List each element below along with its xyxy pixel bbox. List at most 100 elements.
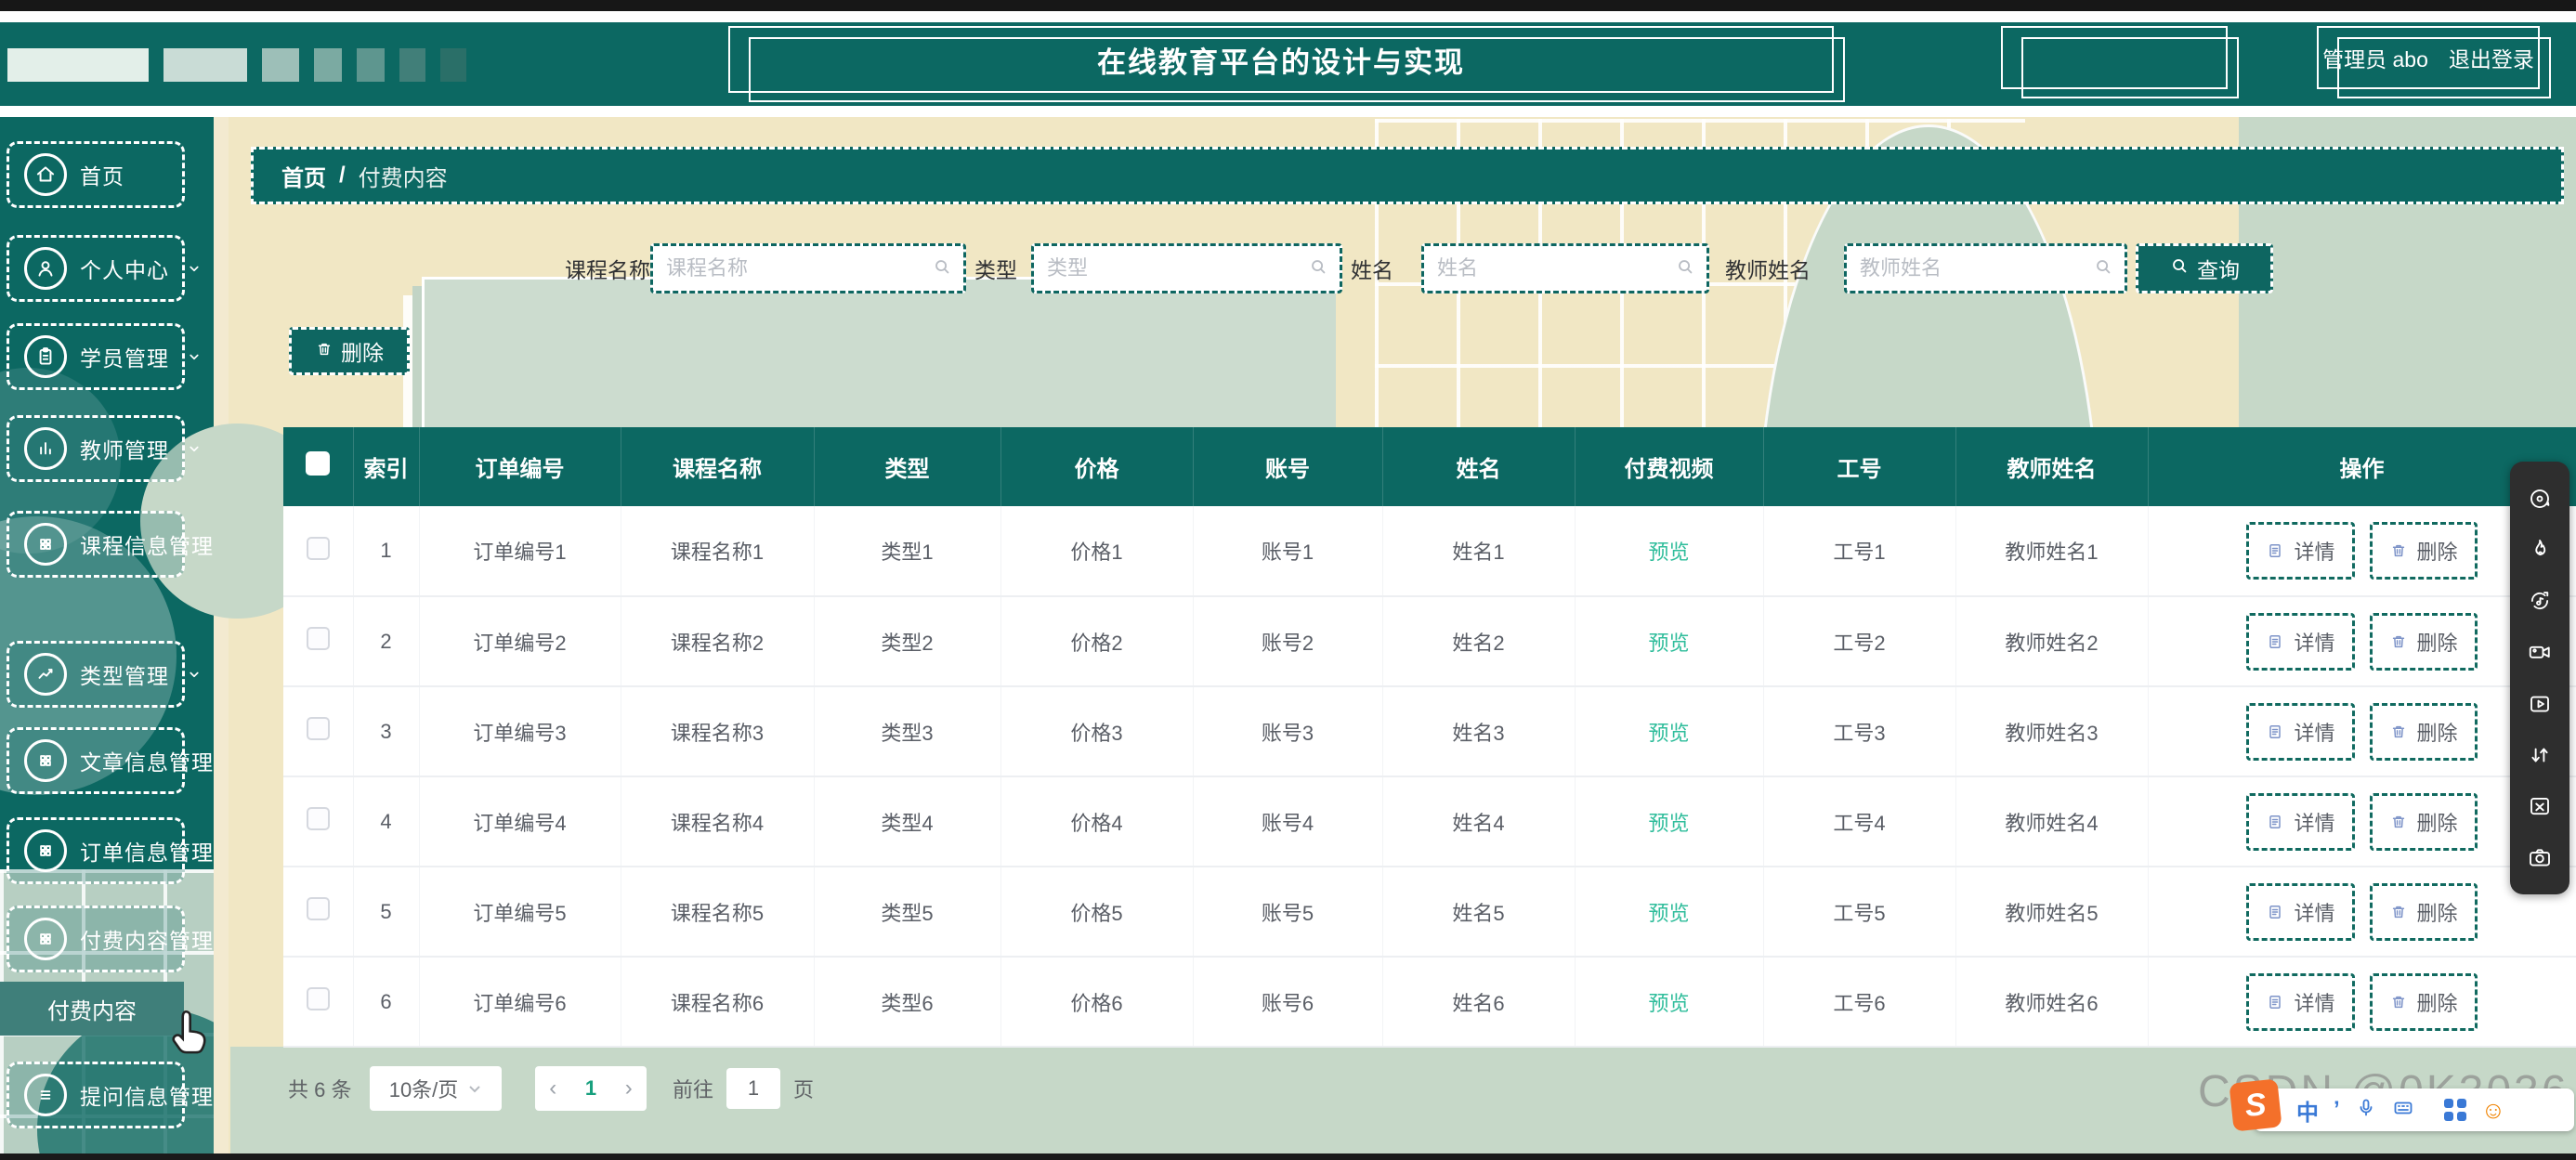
delete-button[interactable]: 删除	[289, 327, 410, 375]
sidebar-item-personal-center[interactable]: 个人中心	[7, 235, 199, 302]
grid-icon	[24, 829, 67, 872]
filter-input-0[interactable]	[650, 243, 966, 293]
row-checkbox[interactable]	[306, 807, 330, 830]
row-delete-button[interactable]: 删除	[2369, 882, 2478, 941]
column-header: 账号	[1193, 427, 1383, 506]
sidebar-item-label: 文章信息管理	[80, 750, 214, 775]
cell-course_name: 课程名称2	[621, 596, 815, 687]
filter-input-field-0[interactable]	[664, 255, 932, 281]
cell-price: 价格2	[1000, 596, 1194, 687]
sogou-logo[interactable]: S	[2229, 1078, 2282, 1132]
chevron-down-icon	[469, 1086, 481, 1093]
detail-button[interactable]: 详情	[2246, 522, 2355, 580]
filter-input-3[interactable]	[1844, 243, 2127, 293]
row-checkbox[interactable]	[306, 717, 330, 740]
preview-link[interactable]: 预览	[1648, 721, 1690, 745]
trash-icon	[315, 339, 333, 364]
logout-link[interactable]: 退出登录	[2448, 47, 2534, 72]
cell-name: 姓名3	[1382, 686, 1576, 777]
current-page[interactable]: 1	[584, 1076, 597, 1100]
loading-rect	[440, 48, 466, 82]
goto-page-input[interactable]: 1	[726, 1068, 781, 1109]
sidebar-subitem-paid-content[interactable]: 付费内容	[0, 982, 184, 1036]
pager: ‹ 1 ›	[535, 1066, 647, 1111]
prev-page-button[interactable]: ‹	[549, 1075, 557, 1101]
sidebar-item-order-info-mgmt[interactable]: 订单信息管理	[7, 817, 213, 884]
column-header: 索引	[353, 427, 420, 506]
page-unit-label: 页	[793, 1078, 815, 1101]
table-header: 索引 订单编号 课程名称 类型 价格 账号 姓名 付费视频 工号 教师姓名 操作	[283, 427, 2576, 506]
row-checkbox[interactable]	[306, 897, 330, 920]
search-button[interactable]: 查询	[2136, 243, 2273, 293]
detail-button[interactable]: 详情	[2246, 972, 2355, 1031]
sidebar-item-paid-content-mgmt[interactable]: 付费内容管理	[7, 906, 213, 972]
filter-input-1[interactable]	[1031, 243, 1342, 293]
video-camera-icon[interactable]	[2526, 638, 2554, 666]
sidebar-item-student-mgmt[interactable]: 学员管理	[7, 323, 199, 390]
punctuation[interactable]: ’	[2334, 1097, 2340, 1122]
admin-user-label: 管理员 abo	[2322, 47, 2428, 72]
preview-link[interactable]: 预览	[1648, 811, 1690, 835]
sidebar-item-article-info-mgmt[interactable]: 文章信息管理	[7, 727, 213, 794]
detail-button[interactable]: 详情	[2246, 612, 2355, 671]
music-loop-icon[interactable]	[2526, 587, 2554, 615]
table-body: 1 订单编号1 课程名称1 类型1 价格1 账号1 姓名1 预览 工号1 教师姓名1 详情 删除 2 订单…	[283, 506, 2576, 1048]
preview-link[interactable]: 预览	[1648, 901, 1690, 925]
sidebar-item-type-mgmt[interactable]: 类型管理	[7, 641, 199, 708]
filter-row: 查询 课程名称 类型 姓名 教师姓名	[229, 243, 2576, 293]
cell-video: 预览	[1575, 957, 1764, 1048]
preview-link[interactable]: 预览	[1648, 991, 1690, 1015]
row-checkbox[interactable]	[306, 627, 330, 650]
filter-input-2[interactable]	[1421, 243, 1709, 293]
row-delete-button[interactable]: 删除	[2369, 522, 2478, 580]
detail-button[interactable]: 详情	[2246, 792, 2355, 851]
detail-button[interactable]: 详情	[2246, 702, 2355, 761]
emoji-icon[interactable]: ☺	[2480, 1095, 2506, 1124]
cell-account: 账号3	[1193, 686, 1383, 777]
next-page-button[interactable]: ›	[624, 1075, 633, 1101]
flame-icon[interactable]	[2526, 536, 2554, 564]
filter-input-field-2[interactable]	[1435, 255, 1675, 281]
chevron-down-icon	[186, 666, 203, 683]
page-size-select[interactable]: 10条/页	[370, 1066, 502, 1111]
cell-order_no: 订单编号1	[419, 506, 621, 597]
detail-button[interactable]: 详情	[2246, 882, 2355, 941]
filter-input-field-1[interactable]	[1045, 255, 1308, 281]
loading-rect	[314, 48, 342, 82]
cell-type: 类型5	[814, 867, 1001, 958]
row-delete-button[interactable]: 删除	[2369, 702, 2478, 761]
preview-link[interactable]: 预览	[1648, 541, 1690, 564]
sidebar-item-course-info-mgmt[interactable]: 课程信息管理	[7, 511, 213, 578]
cell-index: 3	[353, 686, 420, 777]
row-delete-button[interactable]: 删除	[2369, 612, 2478, 671]
select-all-checkbox[interactable]	[306, 451, 331, 476]
select-all-header-cell	[283, 427, 354, 506]
row-delete-button[interactable]: 删除	[2369, 792, 2478, 851]
chevron-down-icon	[186, 440, 203, 457]
swap-arrows-icon[interactable]	[2526, 741, 2554, 769]
breadcrumb-home-link[interactable]: 首页	[281, 165, 326, 191]
import-export-icon[interactable]	[2526, 792, 2554, 820]
mic-icon[interactable]	[2355, 1097, 2377, 1124]
sidebar-item-home[interactable]: 首页	[7, 141, 185, 208]
video-play-icon[interactable]	[2526, 690, 2554, 718]
sidebar-item-teacher-mgmt[interactable]: 教师管理	[7, 415, 199, 482]
sidebar-item-question-info-mgmt[interactable]: 提问信息管理	[7, 1062, 213, 1128]
preview-link[interactable]: 预览	[1648, 631, 1690, 655]
row-select-cell	[283, 686, 354, 777]
keyboard-icon[interactable]	[2392, 1097, 2414, 1124]
row-checkbox[interactable]	[306, 536, 330, 560]
row-checkbox[interactable]	[306, 987, 330, 1010]
camera-icon[interactable]	[2526, 843, 2554, 871]
chinese-mode[interactable]: 中	[2296, 1100, 2319, 1126]
more-grid-icon[interactable]	[2443, 1099, 2466, 1121]
row-delete-button[interactable]: 删除	[2369, 972, 2478, 1031]
filter-input-field-3[interactable]	[1858, 255, 2093, 281]
record-disc-icon[interactable]	[2526, 485, 2554, 513]
cell-course_name: 课程名称6	[621, 957, 815, 1048]
column-header: 类型	[814, 427, 1001, 506]
cell-name: 姓名2	[1382, 596, 1576, 687]
cell-type: 类型6	[814, 957, 1001, 1048]
list-icon	[24, 1074, 67, 1116]
table-row: 3 订单编号3 课程名称3 类型3 价格3 账号3 姓名3 预览 工号3 教师姓名3 详情 删除	[283, 686, 2576, 777]
